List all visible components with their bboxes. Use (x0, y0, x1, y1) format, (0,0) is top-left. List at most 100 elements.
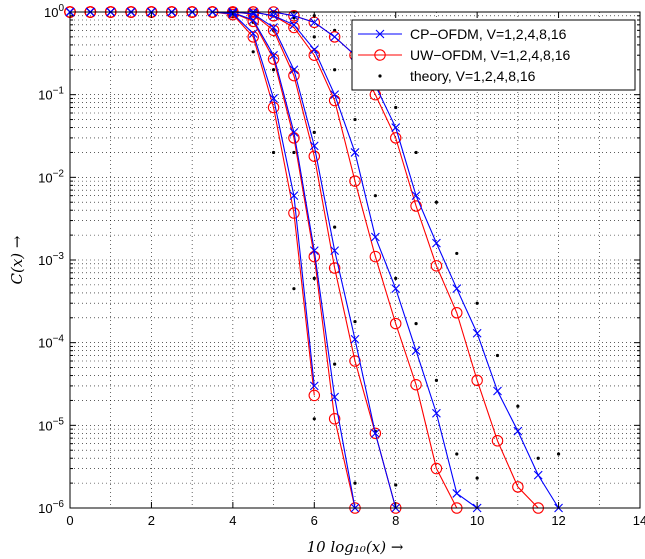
theory-point (455, 251, 459, 256)
theory-point (292, 150, 296, 155)
cp-ofdm-point (269, 23, 278, 32)
theory-point (475, 476, 479, 480)
theory-point (414, 150, 418, 155)
cp-ofdm-point (533, 470, 543, 480)
uw-ofdm-point (267, 101, 280, 114)
theory-point (394, 105, 398, 110)
theory-point (434, 378, 439, 382)
uw-ofdm-point (512, 481, 524, 493)
legend-entry-cp: CP−OFDM, V=1,2,4,8,16 (358, 26, 567, 42)
theory-point (353, 319, 357, 324)
uw-ofdm-point (267, 53, 280, 65)
theory-point (312, 35, 316, 39)
cp-ofdm-point (432, 408, 441, 418)
uw-ofdm-point (308, 150, 321, 162)
uw-ofdm-point (247, 15, 259, 28)
cp-ofdm-point (289, 65, 299, 75)
cp-ofdm-point (452, 489, 462, 498)
uw-ofdm-point (288, 10, 300, 22)
uw-ofdm-point (288, 21, 300, 34)
cp-ofdm-point (248, 15, 258, 25)
legend-entry-uw: UW−OFDM, V=1,2,4,8,16 (358, 47, 570, 63)
y-tick-label: 10−1 (38, 86, 64, 103)
uw-ofdm-point (491, 435, 504, 447)
x-tick-label: 4 (229, 513, 236, 528)
cp-ofdm-point (370, 428, 380, 438)
y-axis-label: C(x) → (8, 235, 26, 284)
uw-ofdm-point (410, 200, 422, 212)
cp-ofdm-point (289, 191, 299, 201)
uw-ofdm-point (267, 24, 280, 37)
theory-point (333, 68, 337, 72)
uw-ofdm-point (430, 462, 443, 475)
cp-ofdm-point (309, 141, 319, 151)
legend-label: theory, V=1,2,4,8,16 (410, 68, 536, 84)
uw-ofdm-point (328, 262, 341, 274)
theory-point (312, 130, 316, 134)
y-tick-label: 10−6 (38, 499, 64, 516)
cp-ofdm-point (391, 123, 401, 132)
theory-point (516, 404, 520, 408)
cp-ofdm-point (513, 426, 523, 436)
y-tick-labels: 100 10−1 10−2 10−3 10−4 10−5 10−6 (38, 3, 64, 516)
cp-ofdm-point (370, 232, 380, 242)
theory-point (373, 194, 377, 198)
cp-ofdm-point (248, 9, 258, 19)
legend-label: UW−OFDM, V=1,2,4,8,16 (410, 47, 570, 63)
theory-point (333, 362, 337, 366)
y-tick-label: 100 (44, 3, 64, 20)
x-tick-label: 14 (633, 513, 645, 528)
theory-point (333, 225, 337, 229)
theory-point (475, 301, 479, 305)
legend: CP−OFDM, V=1,2,4,8,16 UW−OFDM, V=1,2,4,8,… (351, 19, 636, 91)
uw-ofdm-point (288, 207, 300, 219)
uw-ofdm-point (328, 31, 341, 43)
theory-point (536, 456, 540, 460)
uw-ofdm-point (471, 374, 483, 387)
cp-ofdm-point (248, 29, 258, 38)
uw-ofdm-point (389, 132, 402, 144)
theory-point (251, 50, 255, 54)
cp-ofdm-point (289, 11, 299, 21)
x-tick-labels: 0 2 4 6 8 10 12 14 (66, 513, 645, 528)
cp-ofdm-point (269, 11, 278, 21)
cp-ofdm-point (411, 346, 421, 356)
cp-ofdm-point (309, 17, 319, 27)
cp-ofdm-point (289, 127, 299, 137)
uw-ofdm-point (267, 10, 280, 22)
theory-point (353, 117, 357, 122)
theory-point (292, 287, 296, 291)
uw-ofdm-point (369, 250, 382, 263)
uw-ofdm-point (451, 307, 463, 319)
uw-ofdm-point (430, 260, 443, 272)
theory-point (271, 68, 276, 72)
x-tick-label: 2 (148, 513, 155, 528)
theory-point (353, 481, 357, 485)
th-series-v16 (292, 10, 561, 460)
ticks (69, 11, 641, 509)
cp-ofdm-point (289, 20, 299, 30)
legend-entry-th: theory, V=1,2,4,8,16 (378, 68, 536, 84)
theory-point (394, 276, 398, 280)
uw-ofdm-point (328, 413, 341, 425)
x-tick-label: 10 (470, 513, 484, 528)
uw-ofdm-point (308, 389, 321, 402)
cp-ofdm-point (411, 191, 421, 201)
cp-ofdm-point (330, 392, 340, 402)
cp-ofdm-point (350, 334, 360, 344)
th-series-v1 (251, 50, 316, 421)
theory-point (333, 28, 337, 32)
uw-ofdm-point (349, 175, 361, 187)
theory-point (312, 276, 316, 280)
x-tick-label: 8 (392, 513, 399, 528)
uw-ofdm-point (410, 378, 422, 391)
uw-ofdm-point (247, 31, 259, 43)
theory-point (455, 452, 459, 456)
theory-point (495, 353, 500, 358)
x-tick-label: 12 (551, 513, 565, 528)
legend-label: CP−OFDM, V=1,2,4,8,16 (410, 26, 567, 42)
cp-ofdm-point (330, 246, 340, 255)
cp-ofdm-point (350, 148, 360, 157)
